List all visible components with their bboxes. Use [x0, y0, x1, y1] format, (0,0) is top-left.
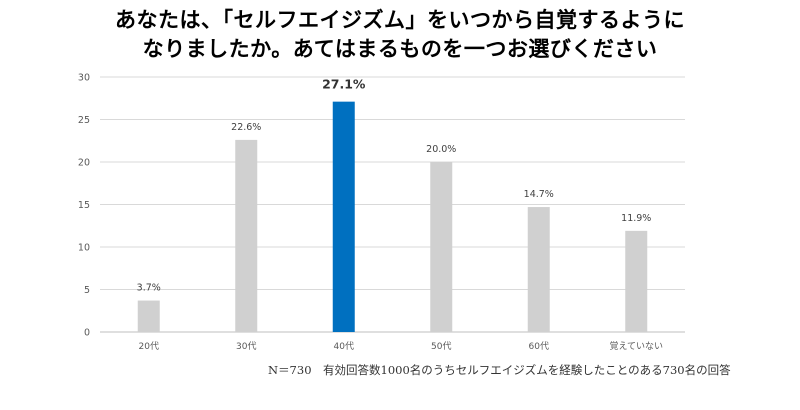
x-tick-label: 覚えていない	[609, 340, 663, 352]
data-label: 20.0%	[426, 144, 456, 155]
y-tick-label: 0	[84, 328, 90, 339]
y-tick-label: 20	[78, 158, 90, 169]
bar	[137, 300, 160, 332]
bar	[430, 162, 453, 332]
y-tick-label: 25	[78, 115, 90, 126]
y-tick-label: 15	[78, 200, 90, 211]
y-tick-label: 10	[78, 243, 90, 254]
x-tick-label: 60代	[529, 341, 549, 352]
bar-highlight	[332, 101, 355, 333]
x-tick-label: 30代	[236, 341, 256, 352]
chart-title-line-1: あなたは、「セルフエイジズム」をいつから自覚するように	[115, 8, 685, 32]
data-label: 14.7%	[524, 189, 554, 200]
data-label: 22.6%	[231, 122, 261, 133]
x-tick-label: 40代	[334, 341, 354, 352]
footnote: N＝730 有効回答数1000名のうちセルフエイジズムを経験したことのある730…	[268, 363, 731, 377]
data-label: 11.9%	[621, 213, 651, 224]
y-tick-label: 30	[78, 73, 90, 84]
chart-title-line-2: なりましたか。あてはまるものを一つお選びください	[142, 37, 658, 61]
y-tick-label: 5	[84, 285, 90, 296]
data-label: 3.7%	[137, 283, 161, 294]
chart-title: あなたは、「セルフエイジズム」をいつから自覚するように なりましたか。あてはまる…	[0, 6, 800, 64]
bar	[625, 230, 648, 332]
bar	[527, 207, 550, 332]
x-tick-label: 20代	[139, 341, 159, 352]
data-label: 27.1%	[322, 77, 366, 92]
x-tick-label: 50代	[431, 341, 451, 352]
bar	[235, 139, 258, 332]
